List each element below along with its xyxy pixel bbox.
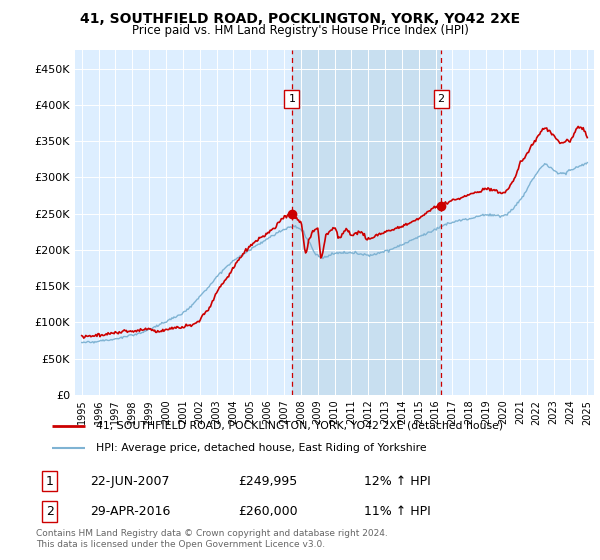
Text: 29-APR-2016: 29-APR-2016 xyxy=(91,505,171,518)
Text: 11% ↑ HPI: 11% ↑ HPI xyxy=(364,505,430,518)
Text: 1: 1 xyxy=(46,474,53,488)
Text: HPI: Average price, detached house, East Riding of Yorkshire: HPI: Average price, detached house, East… xyxy=(96,443,427,453)
Text: 2: 2 xyxy=(437,94,445,104)
Text: £249,995: £249,995 xyxy=(238,474,297,488)
Text: 2: 2 xyxy=(46,505,53,518)
Text: Price paid vs. HM Land Registry's House Price Index (HPI): Price paid vs. HM Land Registry's House … xyxy=(131,24,469,36)
Text: £260,000: £260,000 xyxy=(238,505,298,518)
Bar xyxy=(292,50,441,395)
Text: 22-JUN-2007: 22-JUN-2007 xyxy=(91,474,170,488)
Text: 12% ↑ HPI: 12% ↑ HPI xyxy=(364,474,430,488)
Text: 1: 1 xyxy=(289,94,295,104)
Text: 41, SOUTHFIELD ROAD, POCKLINGTON, YORK, YO42 2XE: 41, SOUTHFIELD ROAD, POCKLINGTON, YORK, … xyxy=(80,12,520,26)
Text: Contains HM Land Registry data © Crown copyright and database right 2024.
This d: Contains HM Land Registry data © Crown c… xyxy=(36,529,388,549)
Text: 41, SOUTHFIELD ROAD, POCKLINGTON, YORK, YO42 2XE (detached house): 41, SOUTHFIELD ROAD, POCKLINGTON, YORK, … xyxy=(96,421,503,431)
